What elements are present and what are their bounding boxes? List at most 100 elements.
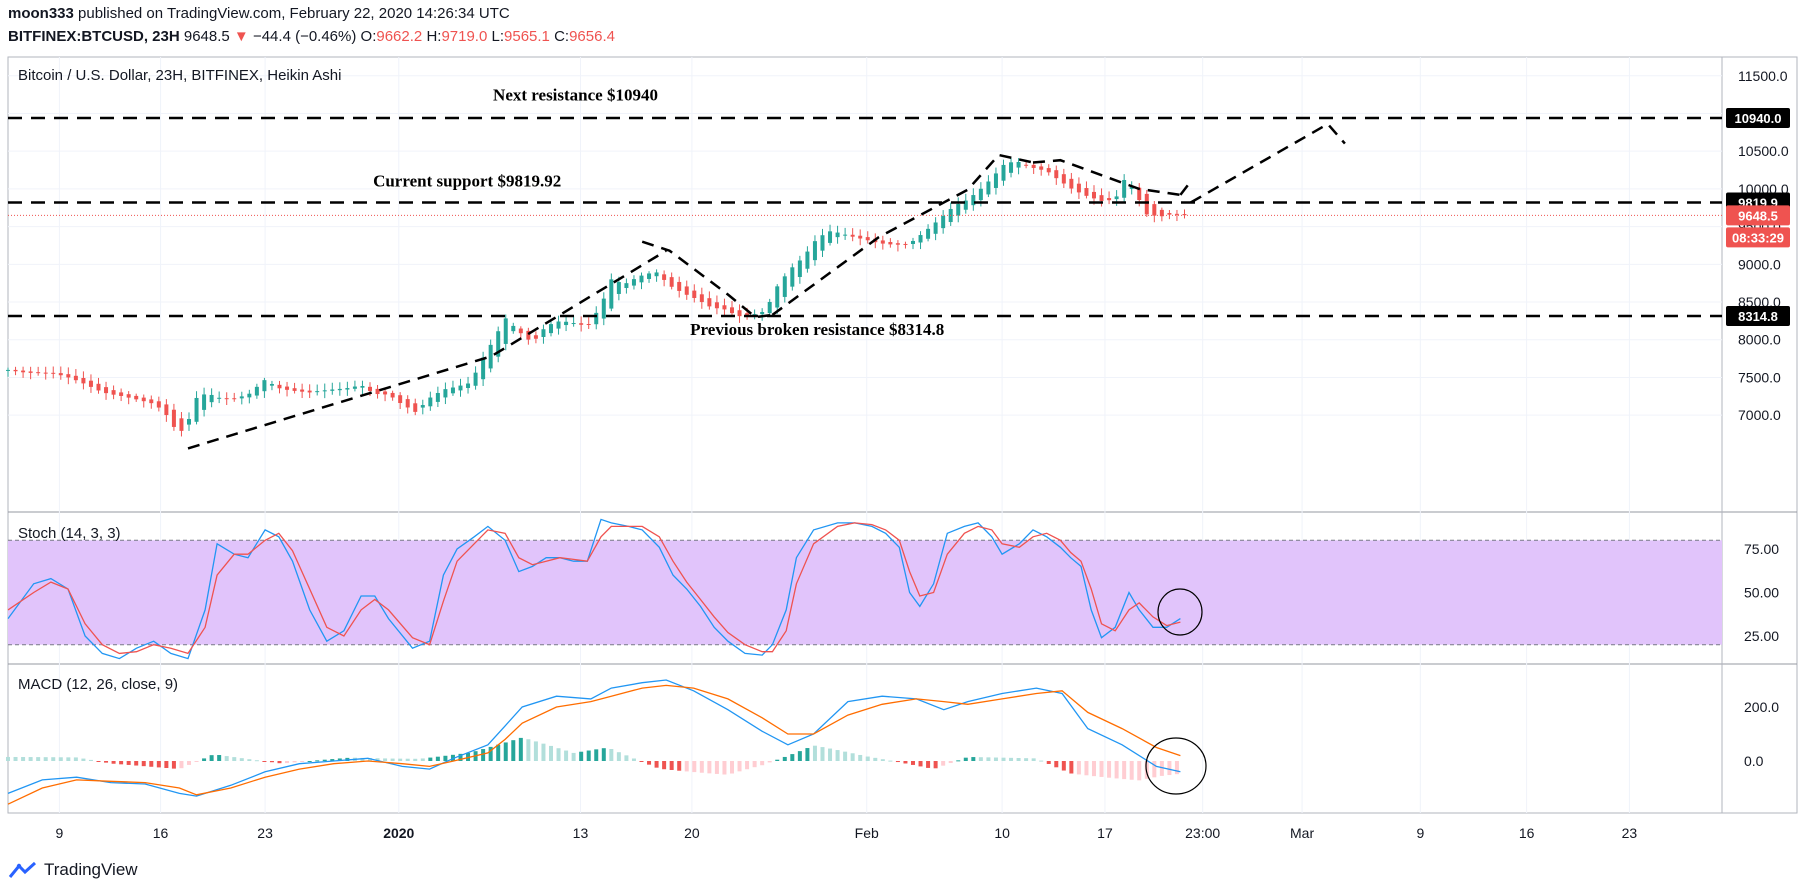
high-label: H: bbox=[426, 28, 442, 45]
macd-histogram-bar bbox=[247, 759, 252, 761]
x-tick-label: 17 bbox=[1097, 825, 1113, 841]
macd-histogram-bar bbox=[654, 761, 659, 768]
macd-histogram-bar bbox=[1024, 758, 1029, 761]
candle-body bbox=[548, 324, 553, 334]
macd-histogram-bar bbox=[58, 757, 63, 761]
footer-brand[interactable]: TradingView bbox=[8, 860, 138, 880]
publish-text: published on TradingView.com, February 2… bbox=[78, 5, 510, 22]
candle-body bbox=[888, 242, 893, 245]
candle-body bbox=[322, 390, 327, 392]
candle-body bbox=[752, 314, 757, 316]
price-tick-label: 8000.0 bbox=[1738, 332, 1781, 348]
macd-histogram-bar bbox=[134, 761, 139, 766]
macd-histogram-bar bbox=[579, 751, 584, 761]
macd-histogram-bar bbox=[631, 758, 636, 761]
candle-body bbox=[1016, 161, 1021, 168]
candle-body bbox=[119, 392, 124, 396]
candle-body bbox=[601, 298, 606, 319]
macd-histogram-bar bbox=[828, 748, 833, 761]
macd-histogram-bar bbox=[767, 761, 772, 763]
change-arrow-icon: ▼ bbox=[233, 28, 249, 45]
close-value: 9656.4 bbox=[569, 28, 615, 45]
macd-histogram-bar bbox=[677, 761, 682, 771]
macd-signal-line bbox=[7, 684, 1181, 805]
publish-info: moon333 published on TradingView.com, Fe… bbox=[8, 5, 510, 22]
trendline bbox=[771, 153, 1034, 316]
candle-body bbox=[345, 388, 350, 390]
candle-body bbox=[149, 399, 154, 404]
macd-histogram-bar bbox=[383, 758, 388, 761]
candle-body bbox=[556, 321, 561, 329]
price-change: −44.4 (−0.46%) bbox=[252, 28, 357, 45]
candle-body bbox=[963, 200, 968, 210]
macd-histogram-bar bbox=[714, 761, 719, 774]
macd-histogram-bar bbox=[737, 761, 742, 772]
macd-histogram-bar bbox=[390, 758, 395, 761]
macd-histogram-bar bbox=[285, 761, 290, 764]
candle-body bbox=[262, 380, 267, 392]
macd-histogram-bar bbox=[993, 757, 998, 761]
macd-histogram-bar bbox=[420, 758, 425, 761]
macd-histogram-bar bbox=[1167, 761, 1172, 776]
macd-histogram-bar bbox=[1046, 761, 1051, 764]
candle-body bbox=[631, 279, 636, 286]
macd-histogram-bar bbox=[752, 761, 757, 768]
macd-histogram-bar bbox=[880, 759, 885, 761]
candle-body bbox=[164, 404, 169, 416]
candle-body bbox=[722, 305, 727, 310]
candle-body bbox=[926, 228, 931, 239]
price-tag-label: 8314.8 bbox=[1738, 309, 1778, 324]
price-tag-level bbox=[1726, 306, 1790, 326]
candle-body bbox=[405, 399, 410, 408]
price-tick-label: 11500.0 bbox=[1738, 68, 1788, 84]
candle-body bbox=[760, 312, 765, 315]
candle-body bbox=[918, 235, 923, 243]
candle-body bbox=[843, 234, 848, 236]
candle-body bbox=[662, 274, 667, 280]
annotation-text: Current support $9819.92 bbox=[373, 172, 561, 191]
symbol-name[interactable]: BITFINEX:BTCUSD, 23H bbox=[8, 28, 180, 45]
macd-histogram-bar bbox=[209, 755, 214, 761]
last-price: 9648.5 bbox=[183, 28, 230, 45]
macd-histogram-bar bbox=[1174, 761, 1179, 775]
macd-histogram-bar bbox=[73, 757, 78, 761]
macd-histogram-bar bbox=[662, 761, 667, 770]
candle-body bbox=[654, 272, 659, 277]
candle-body bbox=[428, 397, 433, 407]
candle-body bbox=[1054, 170, 1059, 179]
macd-histogram-bar bbox=[850, 753, 855, 761]
macd-histogram-bar bbox=[571, 752, 576, 761]
macd-histogram-bar bbox=[624, 755, 629, 761]
candle-body bbox=[1069, 178, 1074, 189]
macd-histogram-bar bbox=[503, 742, 508, 761]
stoch-tick-label: 25.00 bbox=[1744, 628, 1779, 644]
candle-body bbox=[307, 390, 312, 393]
macd-histogram-bar bbox=[729, 761, 734, 774]
candle-body bbox=[941, 215, 946, 229]
macd-histogram-bar bbox=[1091, 761, 1096, 777]
macd-histogram-bar bbox=[926, 761, 931, 768]
candle-body bbox=[73, 375, 78, 381]
candle-body bbox=[202, 394, 207, 410]
author-name[interactable]: moon333 bbox=[8, 5, 74, 22]
candle-body bbox=[1061, 174, 1066, 184]
candle-body bbox=[624, 283, 629, 289]
candle-body bbox=[300, 389, 305, 392]
candle-body bbox=[910, 240, 915, 244]
ohlc-header: BITFINEX:BTCUSD, 23H 9648.5 ▼ −44.4 (−0.… bbox=[8, 28, 615, 45]
x-tick-label: 16 bbox=[1519, 825, 1535, 841]
x-tick-label: 23 bbox=[257, 825, 273, 841]
trendline bbox=[641, 240, 773, 319]
macd-histogram-bar bbox=[156, 761, 161, 768]
candle-body bbox=[450, 387, 455, 394]
macd-histogram-bar bbox=[330, 759, 335, 761]
x-tick-label: 2020 bbox=[383, 825, 414, 841]
macd-histogram-bar bbox=[126, 761, 131, 765]
macd-histogram-bar bbox=[865, 756, 870, 761]
candle-body bbox=[699, 294, 704, 303]
candle-body bbox=[156, 401, 161, 408]
price-tag-label: 08:33:29 bbox=[1732, 230, 1784, 245]
macd-histogram-bar bbox=[104, 761, 109, 763]
candle-body bbox=[797, 260, 802, 277]
